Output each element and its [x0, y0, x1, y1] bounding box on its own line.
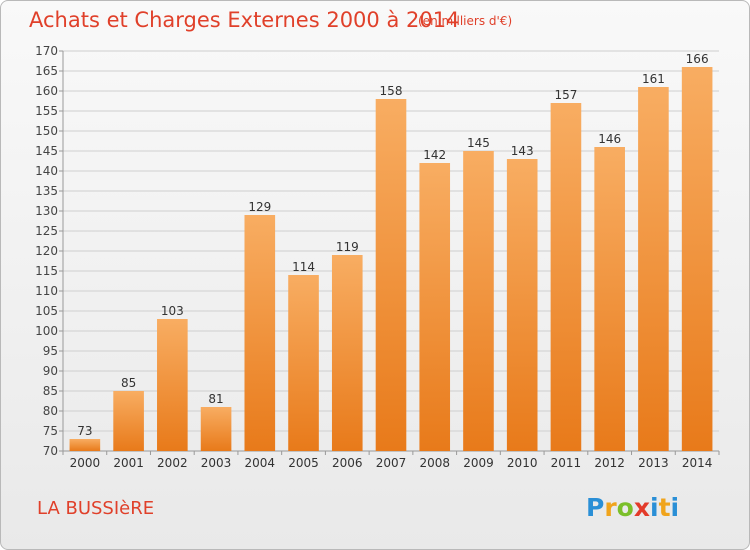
bar-value-label: 103	[161, 304, 184, 318]
x-tick-label: 2011	[551, 456, 582, 470]
bar	[157, 319, 188, 451]
bar	[244, 215, 276, 451]
y-tick-label: 85	[43, 384, 58, 398]
y-axis-ticks: 70 75 80 85 90 95 100 105 110 115 120 125 130 135 140 1…	[35, 44, 719, 458]
bar	[681, 67, 713, 451]
x-tick-label: 2008	[419, 456, 450, 470]
bar-value-label: 114	[292, 260, 315, 274]
x-tick-label: 2006	[332, 456, 363, 470]
bar-value-label: 129	[248, 200, 271, 214]
x-tick-label: 2012	[594, 456, 625, 470]
logo-letter: i	[650, 493, 659, 522]
bar-value-label: 161	[642, 72, 665, 86]
logo-letter: i	[670, 493, 680, 522]
x-tick-label: 2013	[638, 456, 669, 470]
logo-letter: o	[616, 493, 634, 522]
y-tick-label: 160	[35, 84, 58, 98]
bar-value-label: 146	[598, 132, 621, 146]
y-tick-label: 165	[35, 64, 58, 78]
bar	[331, 255, 363, 451]
bar-value-label: 158	[380, 84, 403, 98]
x-tick-label: 2005	[288, 456, 319, 470]
y-tick-label: 110	[35, 284, 58, 298]
bar-value-label: 145	[467, 136, 490, 150]
bar-value-label: 157	[554, 88, 577, 102]
x-tick-label: 2010	[507, 456, 538, 470]
bar	[463, 151, 494, 451]
value-labels: 73 85 103 81 129 114 119 158 142 145 143 157 146 161 1…	[77, 52, 708, 438]
bar	[594, 147, 625, 451]
y-tick-label: 115	[35, 264, 58, 278]
bar	[69, 439, 101, 451]
x-tick-label: 2001	[113, 456, 144, 470]
chart-unit: (en milliers d'€)	[418, 14, 513, 28]
logo-letter: t	[658, 493, 671, 522]
bar-value-label: 143	[511, 144, 534, 158]
place-name: LA BUSSIèRE	[37, 498, 155, 519]
x-axis-ticks: 2000 2001 2002 2003 2004 2005 2006 2007 2008 2009…	[62, 451, 720, 470]
y-tick-label: 135	[35, 184, 58, 198]
logo-letter: r	[604, 493, 617, 522]
bar	[113, 391, 144, 451]
x-tick-label: 2009	[463, 456, 494, 470]
y-tick-label: 70	[43, 444, 58, 458]
bar-value-label: 119	[336, 240, 359, 254]
y-tick-label: 140	[35, 164, 58, 178]
bar	[200, 407, 232, 451]
y-tick-label: 170	[35, 44, 58, 58]
bar	[550, 103, 582, 451]
bar	[288, 275, 319, 451]
bar-value-label: 166	[686, 52, 709, 66]
proxiti-logo: Proxiti	[586, 493, 679, 522]
y-tick-label: 150	[35, 124, 58, 138]
bar	[419, 163, 451, 451]
bar	[638, 87, 669, 451]
y-tick-label: 95	[43, 344, 58, 358]
logo-letter: x	[633, 493, 650, 522]
y-tick-label: 125	[35, 224, 58, 238]
logo-letter: P	[586, 493, 605, 522]
bar-value-label: 73	[77, 424, 92, 438]
chart-title: Achats et Charges Externes 2000 à 2014	[29, 8, 460, 32]
x-tick-label: 2004	[245, 456, 276, 470]
y-tick-label: 80	[43, 404, 58, 418]
y-tick-label: 120	[35, 244, 58, 258]
x-tick-label: 2000	[70, 456, 101, 470]
x-tick-label: 2007	[376, 456, 407, 470]
y-tick-label: 90	[43, 364, 58, 378]
y-tick-label: 145	[35, 144, 58, 158]
y-tick-label: 100	[35, 324, 58, 338]
bar	[506, 159, 538, 451]
x-tick-label: 2014	[682, 456, 713, 470]
bar	[375, 99, 407, 451]
x-tick-label: 2003	[201, 456, 232, 470]
bars	[69, 67, 713, 451]
bar-value-label: 142	[423, 148, 446, 162]
bar-value-label: 85	[121, 376, 136, 390]
bar-value-label: 81	[208, 392, 223, 406]
x-tick-label: 2002	[157, 456, 188, 470]
y-tick-label: 155	[35, 104, 58, 118]
y-tick-label: 130	[35, 204, 58, 218]
y-tick-label: 75	[43, 424, 58, 438]
y-tick-label: 105	[35, 304, 58, 318]
